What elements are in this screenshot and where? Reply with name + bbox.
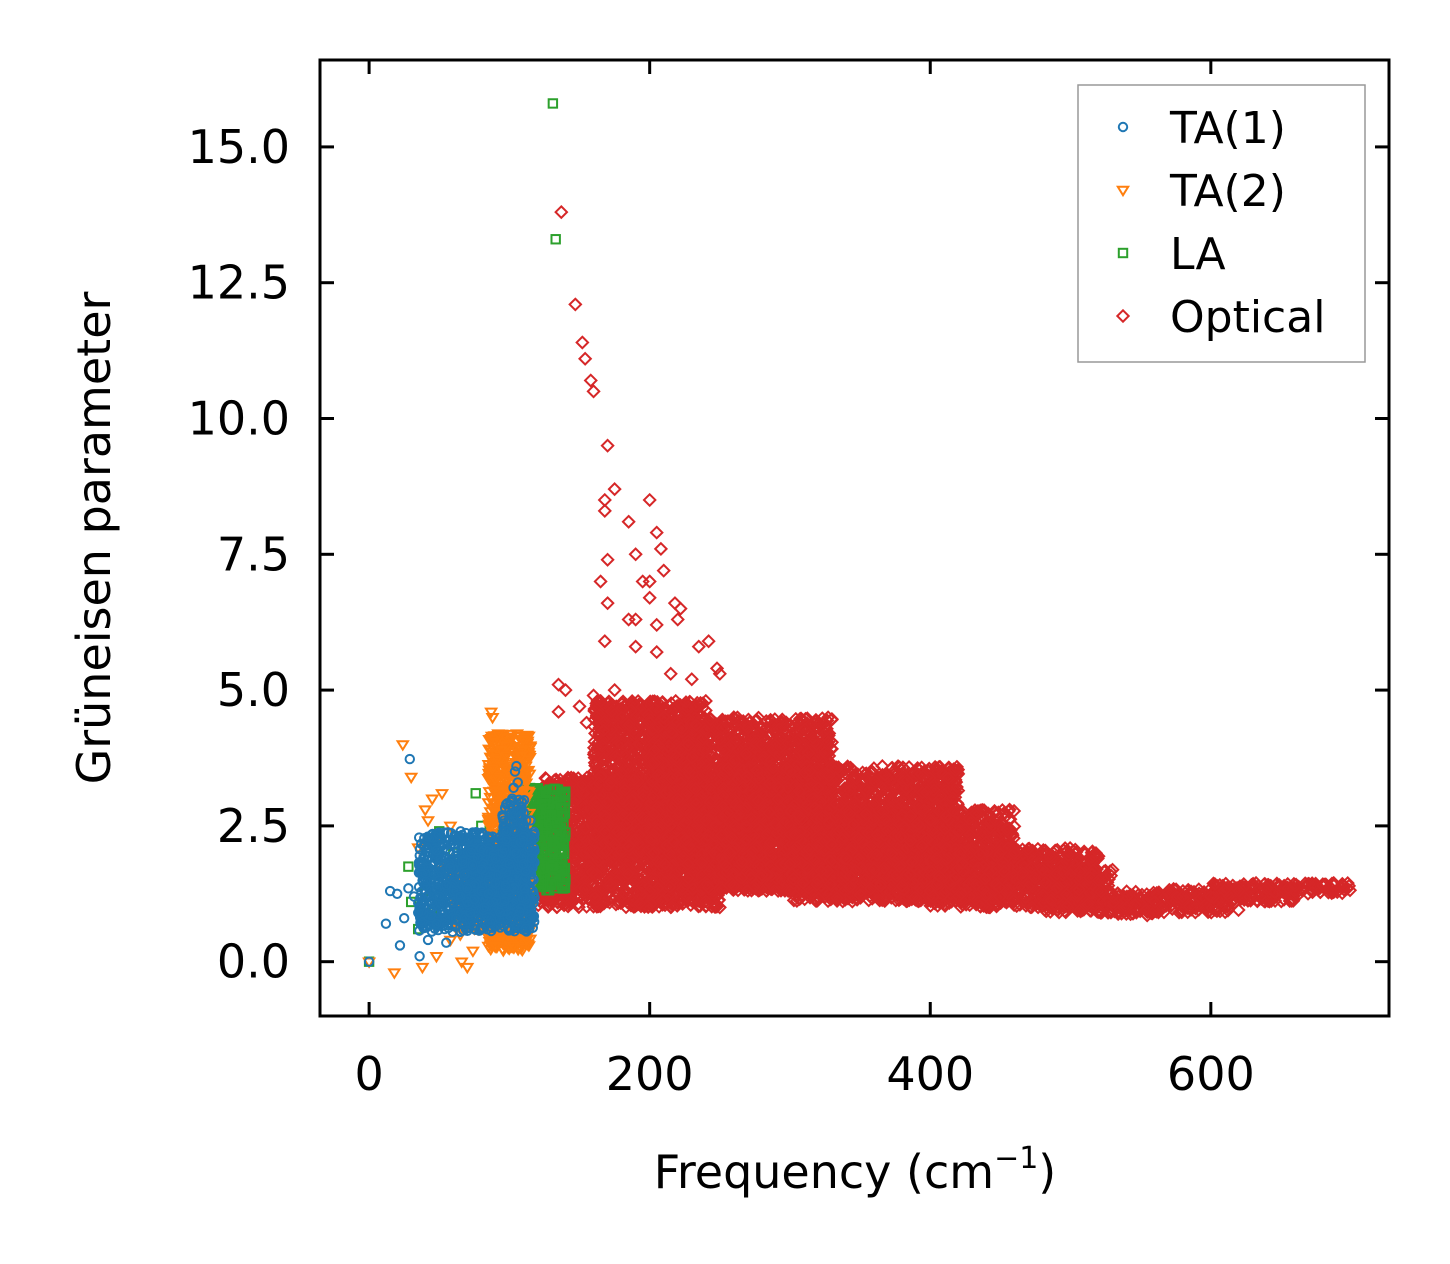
data-point bbox=[698, 894, 713, 909]
data-point bbox=[636, 788, 651, 803]
data-point bbox=[628, 704, 643, 719]
data-point bbox=[599, 743, 614, 758]
data-point bbox=[627, 726, 643, 741]
data-point bbox=[610, 824, 625, 839]
data-point bbox=[655, 893, 670, 908]
data-point bbox=[585, 865, 600, 880]
data-point bbox=[620, 740, 635, 755]
data-point bbox=[597, 836, 612, 851]
data-point bbox=[604, 775, 619, 790]
data-point bbox=[613, 757, 628, 772]
data-point bbox=[630, 859, 645, 874]
data-point bbox=[588, 794, 603, 809]
data-point bbox=[564, 892, 579, 907]
data-point bbox=[589, 814, 604, 829]
data-point bbox=[579, 899, 594, 914]
data-point bbox=[589, 710, 604, 725]
data-point bbox=[573, 797, 589, 813]
data-point bbox=[599, 844, 614, 859]
data-point bbox=[588, 758, 603, 773]
data-point bbox=[631, 754, 646, 769]
data-point bbox=[622, 717, 637, 733]
data-point bbox=[643, 896, 659, 911]
data-point bbox=[591, 775, 607, 790]
data-point bbox=[631, 774, 646, 789]
data-point bbox=[606, 727, 621, 742]
data-point bbox=[569, 793, 584, 808]
data-point bbox=[711, 892, 727, 908]
data-point bbox=[695, 696, 711, 711]
data-point bbox=[609, 788, 624, 803]
data-point bbox=[606, 792, 621, 807]
data-point bbox=[624, 810, 639, 825]
data-point bbox=[575, 829, 590, 845]
data-point bbox=[593, 769, 608, 784]
data-point bbox=[626, 773, 642, 788]
data-point bbox=[629, 798, 644, 813]
data-point bbox=[566, 771, 581, 786]
data-point bbox=[570, 813, 586, 828]
data-point bbox=[678, 695, 694, 710]
data-point bbox=[627, 875, 642, 890]
data-point bbox=[595, 845, 610, 861]
data-point bbox=[598, 809, 613, 824]
data-point bbox=[565, 774, 580, 789]
data-point bbox=[620, 867, 636, 882]
data-point bbox=[615, 807, 631, 823]
data-point bbox=[591, 742, 606, 757]
data-point bbox=[631, 836, 646, 851]
data-point bbox=[596, 896, 612, 911]
data-point bbox=[569, 788, 584, 803]
data-point bbox=[620, 862, 635, 877]
data-point bbox=[590, 747, 605, 762]
data-point bbox=[581, 858, 596, 874]
data-point bbox=[576, 786, 591, 801]
data-point bbox=[624, 878, 639, 894]
data-point bbox=[614, 737, 629, 752]
data-point bbox=[617, 782, 633, 798]
data-point bbox=[603, 749, 618, 764]
data-point bbox=[682, 694, 697, 709]
data-point bbox=[628, 832, 643, 848]
data-point bbox=[588, 889, 603, 904]
data-point bbox=[589, 778, 604, 793]
data-point bbox=[595, 738, 610, 753]
data-point bbox=[579, 833, 594, 848]
data-point bbox=[597, 824, 613, 839]
data-point bbox=[614, 701, 630, 716]
data-points-layer bbox=[362, 98, 1358, 980]
data-point bbox=[689, 698, 704, 713]
data-point bbox=[567, 817, 582, 832]
data-point bbox=[664, 899, 679, 914]
data-point bbox=[599, 795, 615, 810]
data-point bbox=[603, 877, 619, 892]
data-point bbox=[626, 696, 641, 712]
data-point bbox=[625, 893, 640, 908]
data-point bbox=[610, 737, 625, 752]
data-point bbox=[632, 896, 647, 911]
data-point bbox=[618, 748, 633, 763]
data-point bbox=[596, 731, 611, 746]
data-point bbox=[633, 844, 649, 859]
data-point bbox=[607, 836, 622, 852]
data-point bbox=[597, 714, 612, 729]
data-point bbox=[602, 700, 618, 715]
data-point bbox=[596, 723, 611, 738]
data-point bbox=[587, 779, 602, 794]
data-point bbox=[614, 765, 629, 780]
data-point bbox=[577, 873, 593, 888]
data-point bbox=[627, 721, 642, 736]
data-point bbox=[575, 777, 591, 792]
data-point bbox=[589, 866, 604, 882]
data-point bbox=[588, 891, 603, 906]
